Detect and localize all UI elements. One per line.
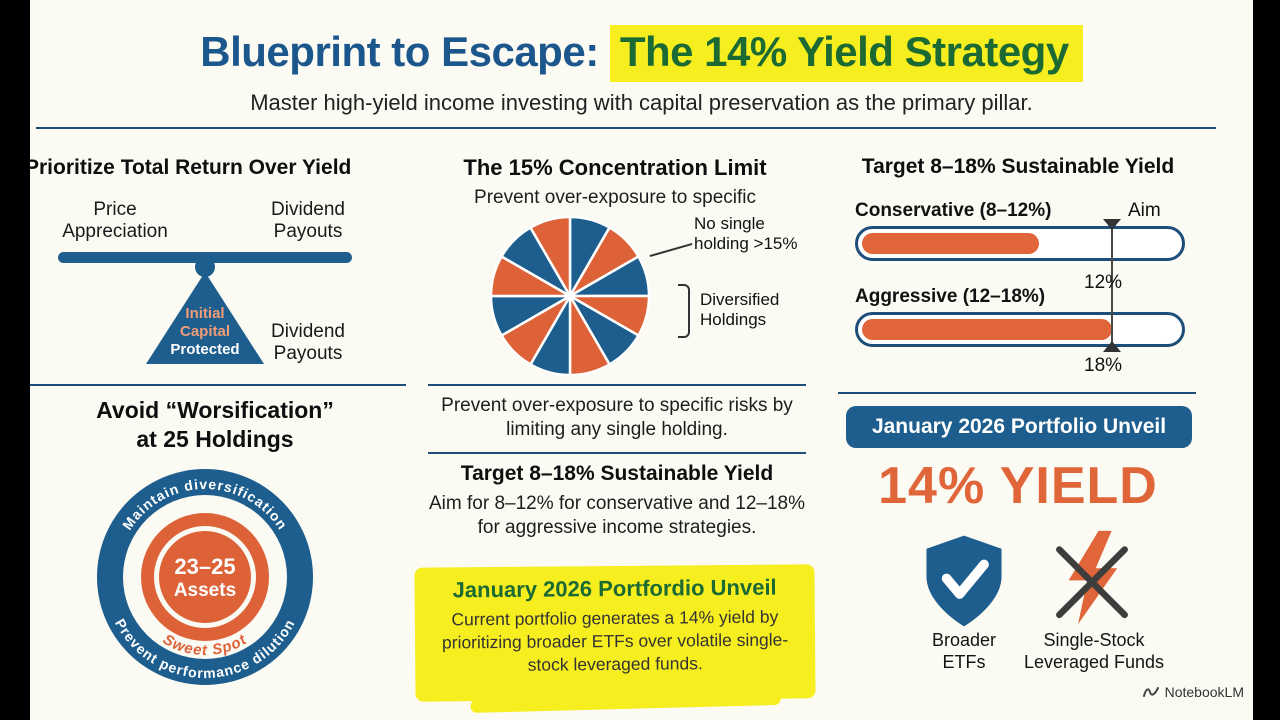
heading-worsification: Avoid “Worsification” at 25 Holdings xyxy=(96,397,334,452)
page-title: Blueprint to Escape: The 14% Yield Strat… xyxy=(30,25,1253,82)
crossed-lightning-bolt-icon xyxy=(1056,530,1128,625)
marker-12pct: 12% xyxy=(1084,272,1123,293)
january-unveil-heading: January 2026 Portfordio Unveil xyxy=(452,574,777,603)
marker-18pct: 18% xyxy=(1084,355,1123,376)
portfolio-unveil-banner: January 2026 Portfolio Unveil xyxy=(846,406,1192,448)
gauge-aggressive xyxy=(855,312,1185,347)
aim-label: Aim xyxy=(1128,200,1161,221)
gauge-label-conservative: Conservative (8–12%) xyxy=(855,200,1052,221)
heading-total-return: Prioritize Total Return Over Yield xyxy=(25,156,352,179)
big-yield-text: 14% YIELD xyxy=(878,457,1158,515)
badge-assets-word: Assets xyxy=(174,580,236,601)
scale-pivot xyxy=(195,257,215,277)
x-cross-icon xyxy=(1056,546,1128,619)
bolt-caption: Single-Stock Leveraged Funds xyxy=(1023,630,1165,672)
callout-diversified-holdings: Diversified Holdings xyxy=(700,290,780,330)
sweet-spot-badge: Maintain diversification Prevent perform… xyxy=(97,469,313,685)
callout-no-single-holding: No single holding >15% xyxy=(694,214,798,254)
right-column-divider xyxy=(838,392,1196,394)
title-highlight: The 14% Yield Strategy xyxy=(609,25,1083,82)
holdings-pie-chart xyxy=(489,215,651,377)
marker-arrow-up-icon xyxy=(1103,341,1121,352)
heading-target-yield-right: Target 8–18% Sustainable Yield xyxy=(861,155,1175,178)
badge-center-disc xyxy=(159,531,251,623)
watermark-text: NotebookLM xyxy=(1164,684,1244,700)
heading-target-yield-mid: Target 8–18% Sustainable Yield xyxy=(460,462,774,485)
middle-divider-2 xyxy=(428,452,806,454)
middle-divider-1 xyxy=(428,384,806,386)
page-subtitle: Master high-yield income investing with … xyxy=(250,90,1033,115)
january-unveil-body: Current portfolio generates a 14% yield … xyxy=(441,606,789,675)
shield-check-icon xyxy=(926,535,1002,627)
gauge-label-aggressive: Aggressive (12–18%) xyxy=(855,286,1046,307)
gauge-conservative-fill xyxy=(862,233,1039,254)
triangle-label-line3: Protected xyxy=(170,341,239,358)
gauge-conservative xyxy=(855,226,1185,261)
scale-label-dividend-payouts-2: Dividend Payouts xyxy=(271,321,345,364)
concentration-note: Prevent over-exposure to specific risks … xyxy=(441,395,793,440)
notebooklm-logo-icon xyxy=(1142,687,1159,697)
letterbox-left xyxy=(0,0,30,720)
gauge-aggressive-fill xyxy=(862,319,1112,340)
letterbox-right xyxy=(1253,0,1280,720)
title-prefix: Blueprint to Escape: xyxy=(200,28,610,75)
pie-slice xyxy=(528,215,572,301)
concentration-subheading: Prevent over-exposure to specific xyxy=(474,187,756,208)
scale-label-price-appreciation: Price Appreciation xyxy=(62,199,168,242)
balance-scale-graphic: Initial Capital Protected xyxy=(58,252,352,364)
january-unveil-highlight: January 2026 Portfordio Unveil Current p… xyxy=(414,564,816,702)
scale-fulcrum-triangle xyxy=(146,272,264,364)
aim-marker-line xyxy=(1111,221,1113,352)
left-column-divider xyxy=(24,384,406,386)
target-yield-body: Aim for 8–12% for conservative and 12–18… xyxy=(429,493,805,538)
scale-label-dividend-payouts: Dividend Payouts xyxy=(271,199,345,242)
heading-concentration-limit: The 15% Concentration Limit xyxy=(463,155,767,180)
triangle-label-line1: Initial xyxy=(185,305,224,322)
marker-arrow-down-icon xyxy=(1103,219,1121,230)
badge-assets-range: 23–25 xyxy=(174,554,235,579)
triangle-label-line2: Capital xyxy=(180,323,230,340)
shield-caption: Broader ETFs xyxy=(931,630,997,672)
callout-connector-line xyxy=(649,242,693,258)
callout-bracket xyxy=(678,284,690,338)
watermark: NotebookLM xyxy=(1142,684,1244,700)
header-divider xyxy=(36,127,1216,129)
